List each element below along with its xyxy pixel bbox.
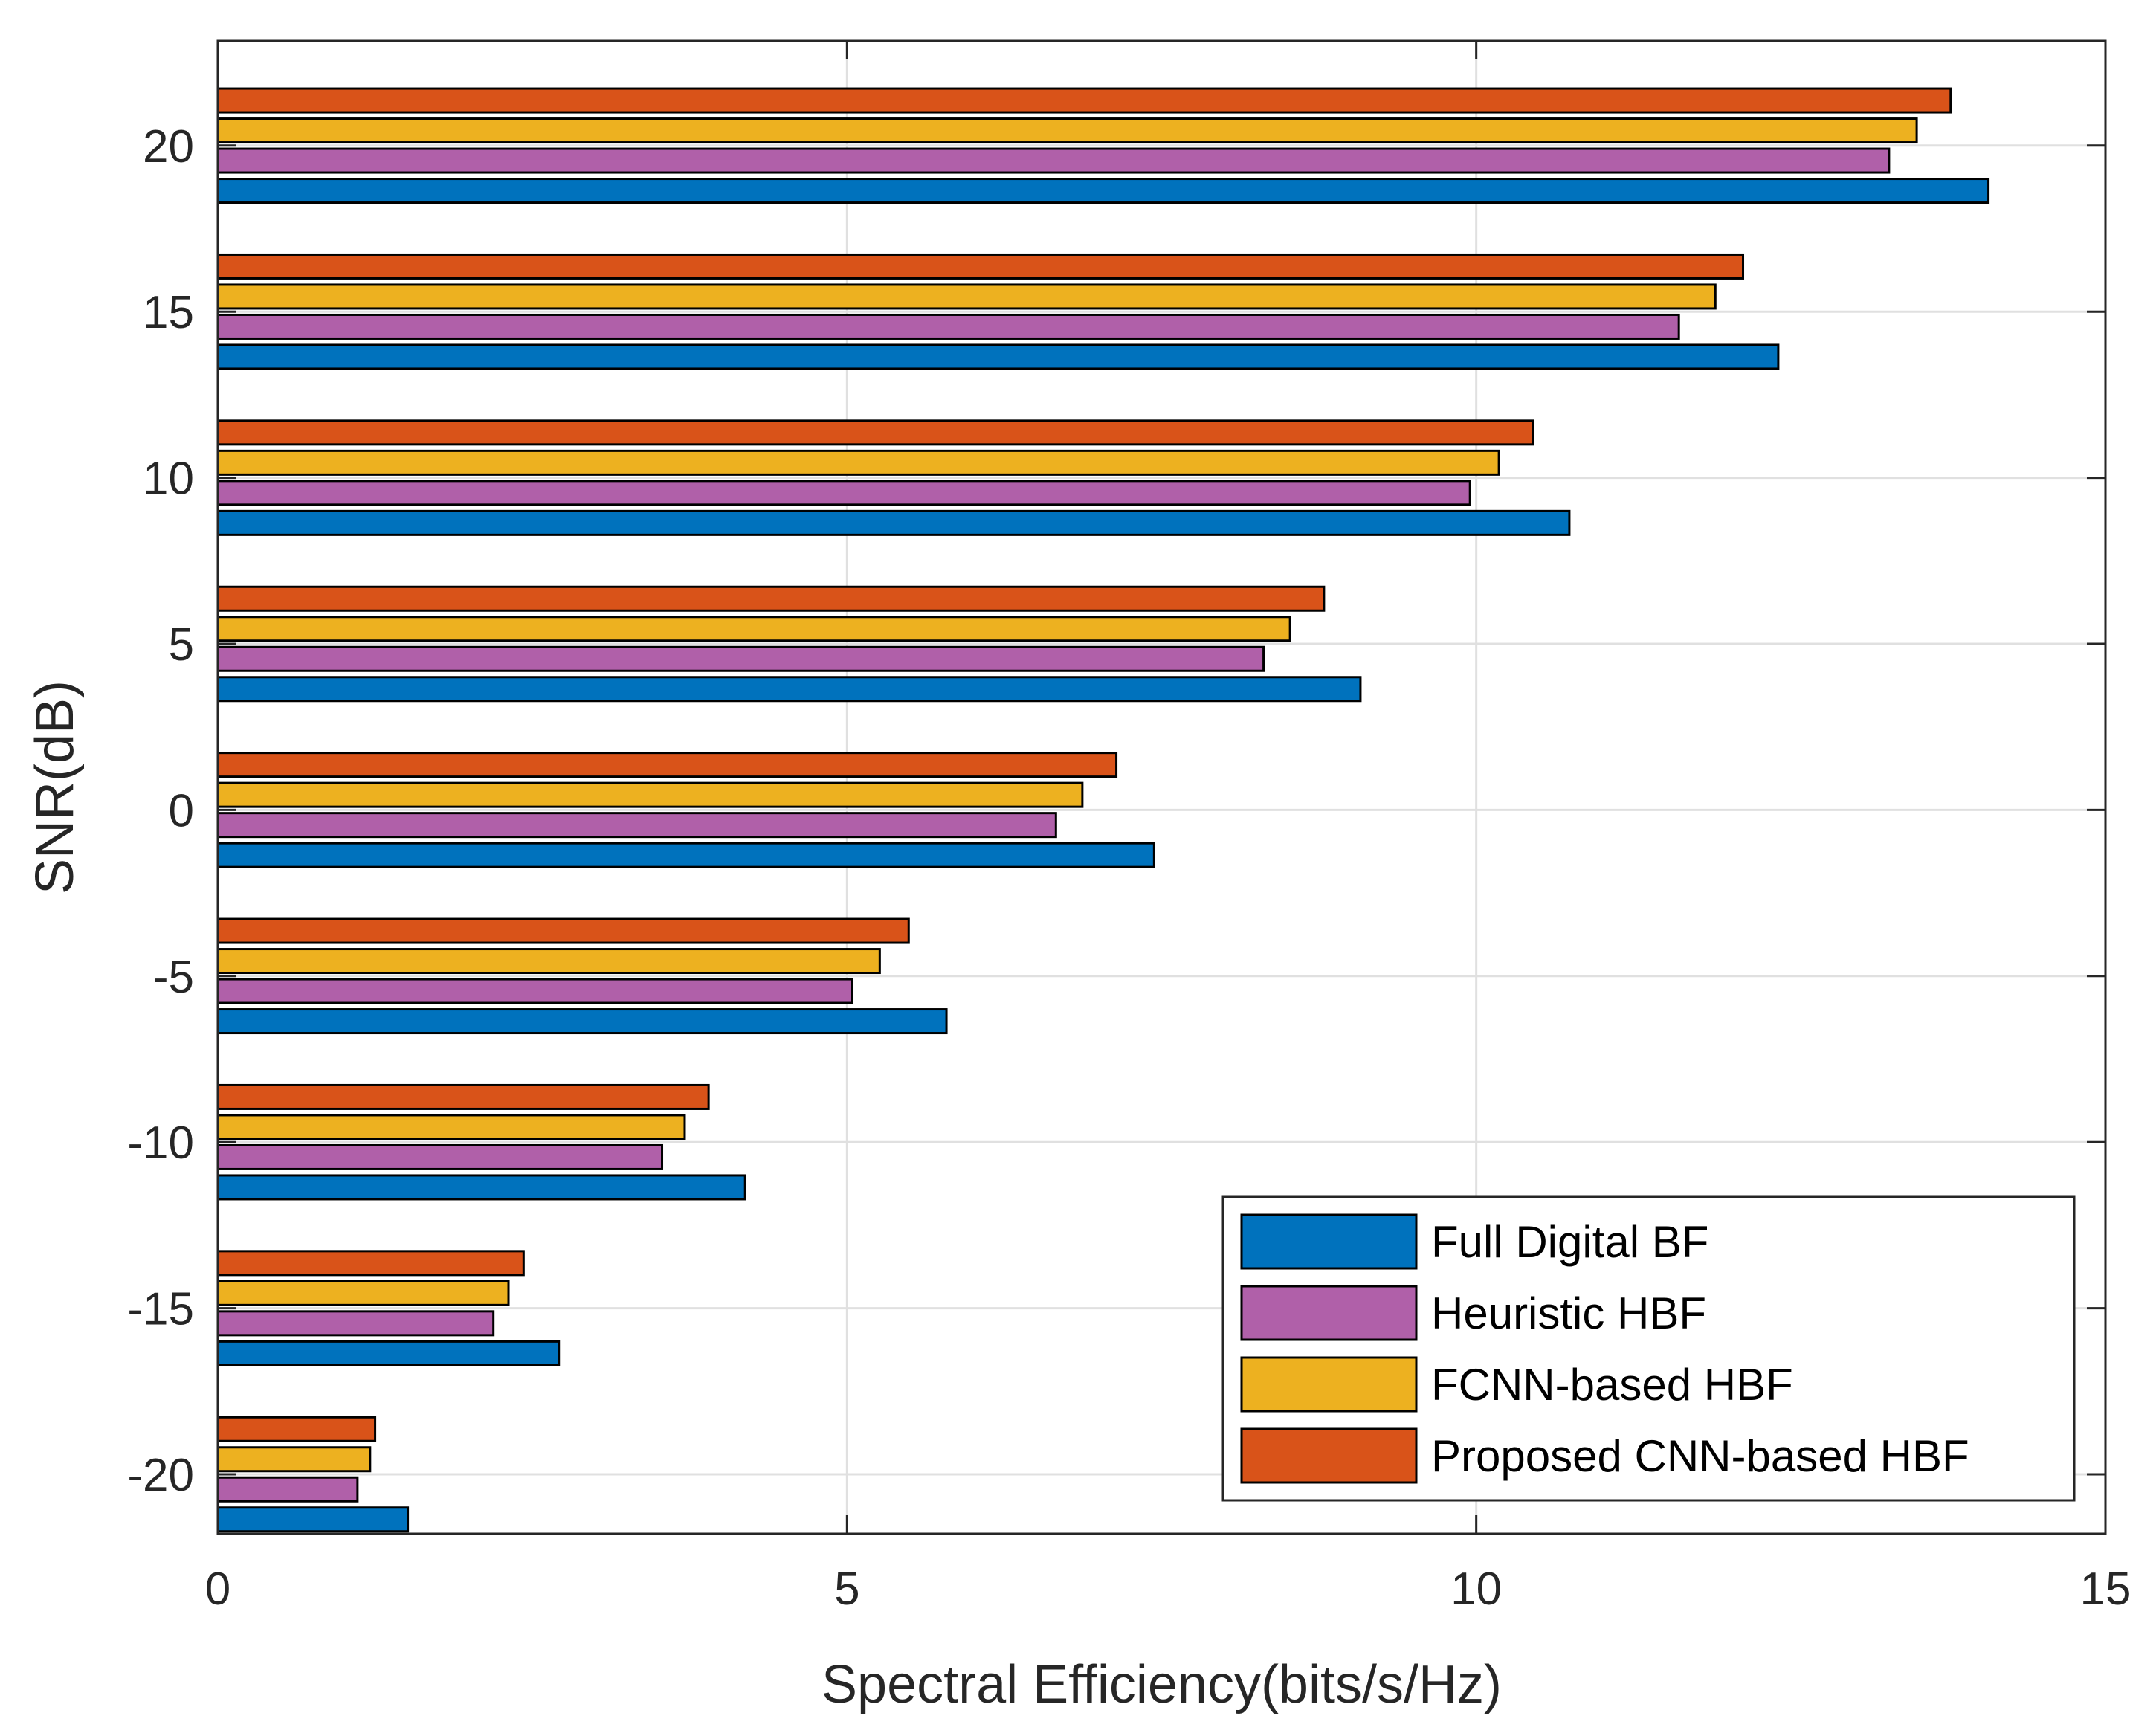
y-tick-label: 0 — [169, 785, 194, 836]
bar-proposed-cnn-based-hbf-snr-20 — [216, 87, 1952, 114]
bar-proposed-cnn-based-hbf-snr--15 — [216, 1250, 525, 1277]
bar-fcnn-based-hbf-snr-10 — [216, 449, 1500, 476]
x-tick-label: 10 — [1450, 1564, 1502, 1615]
bar-heuristic-hbf-snr-10 — [216, 480, 1471, 506]
bar-full-digital-bf-snr--10 — [216, 1174, 746, 1201]
bar-heuristic-hbf-snr-15 — [216, 313, 1680, 340]
legend-swatch — [1240, 1213, 1418, 1270]
bar-heuristic-hbf-snr--10 — [216, 1143, 664, 1170]
bar-full-digital-bf-snr--20 — [216, 1506, 410, 1533]
bar-fcnn-based-hbf-snr-15 — [216, 283, 1717, 310]
bar-full-digital-bf-snr--15 — [216, 1340, 561, 1366]
y-tick-label: -20 — [127, 1450, 194, 1501]
bar-proposed-cnn-based-hbf-snr-0 — [216, 752, 1118, 778]
bar-fcnn-based-hbf-snr--15 — [216, 1280, 510, 1306]
bar-heuristic-hbf-snr--5 — [216, 978, 853, 1004]
y-axis-label: SNR(dB) — [25, 680, 85, 894]
bar-fcnn-based-hbf-snr--20 — [216, 1446, 372, 1473]
bar-heuristic-hbf-snr-0 — [216, 812, 1057, 839]
bar-proposed-cnn-based-hbf-snr--10 — [216, 1083, 710, 1110]
legend: Full Digital BF Heuristic HBF FCNN-based H… — [1221, 1195, 2076, 1502]
legend-swatch — [1240, 1285, 1418, 1341]
axes: 0 5 10 15 -20 -15 -10 -5 0 5 10 15 20 — [127, 39, 2131, 1615]
bar-fcnn-based-hbf-snr-0 — [216, 781, 1084, 808]
legend-label: Heuristic HBF — [1431, 1288, 1706, 1338]
bar-fcnn-based-hbf-snr-5 — [216, 616, 1291, 642]
legend-label: Proposed CNN-based HBF — [1431, 1431, 1969, 1481]
bar-proposed-cnn-based-hbf-snr-5 — [216, 585, 1326, 612]
legend-label: FCNN-based HBF — [1431, 1360, 1793, 1410]
legend-swatch — [1240, 1427, 1418, 1484]
bar-full-digital-bf-snr-20 — [216, 178, 1990, 204]
y-tick-label: 20 — [143, 121, 194, 172]
bar-full-digital-bf-snr-10 — [216, 509, 1571, 536]
bar-full-digital-bf-snr--5 — [216, 1008, 948, 1035]
bar-heuristic-hbf-snr-20 — [216, 147, 1891, 174]
legend-swatch — [1240, 1356, 1418, 1413]
y-tick-label: -15 — [127, 1284, 194, 1335]
bar-full-digital-bf-snr-5 — [216, 676, 1362, 703]
bar-proposed-cnn-based-hbf-snr--5 — [216, 917, 910, 944]
bar-heuristic-hbf-snr--20 — [216, 1476, 359, 1503]
y-tick-label: -10 — [127, 1117, 194, 1169]
bar-heuristic-hbf-snr-5 — [216, 645, 1265, 672]
bar-proposed-cnn-based-hbf-snr--20 — [216, 1416, 377, 1442]
bar-full-digital-bf-snr-15 — [216, 343, 1780, 370]
y-tick-label: 15 — [143, 287, 194, 338]
bar-proposed-cnn-based-hbf-snr-10 — [216, 419, 1534, 446]
plot-frame — [216, 39, 2107, 1535]
legend-label: Full Digital BF — [1431, 1217, 1708, 1267]
bar-fcnn-based-hbf-snr--10 — [216, 1114, 686, 1140]
x-tick-label: 15 — [2080, 1564, 2131, 1615]
bar-full-digital-bf-snr-0 — [216, 842, 1155, 868]
x-axis-label: Spectral Efficiency(bits/s/Hz) — [822, 1655, 1502, 1714]
x-tick-label: 5 — [834, 1564, 859, 1615]
bar-heuristic-hbf-snr--15 — [216, 1310, 495, 1337]
x-tick-label: 0 — [205, 1564, 230, 1615]
y-tick-label: 5 — [169, 619, 194, 671]
bar-fcnn-based-hbf-snr-20 — [216, 117, 1918, 144]
bar-fcnn-based-hbf-snr--5 — [216, 948, 881, 975]
bar-proposed-cnn-based-hbf-snr-15 — [216, 253, 1745, 280]
y-tick-label: -5 — [153, 952, 194, 1003]
y-tick-label: 10 — [143, 454, 194, 505]
